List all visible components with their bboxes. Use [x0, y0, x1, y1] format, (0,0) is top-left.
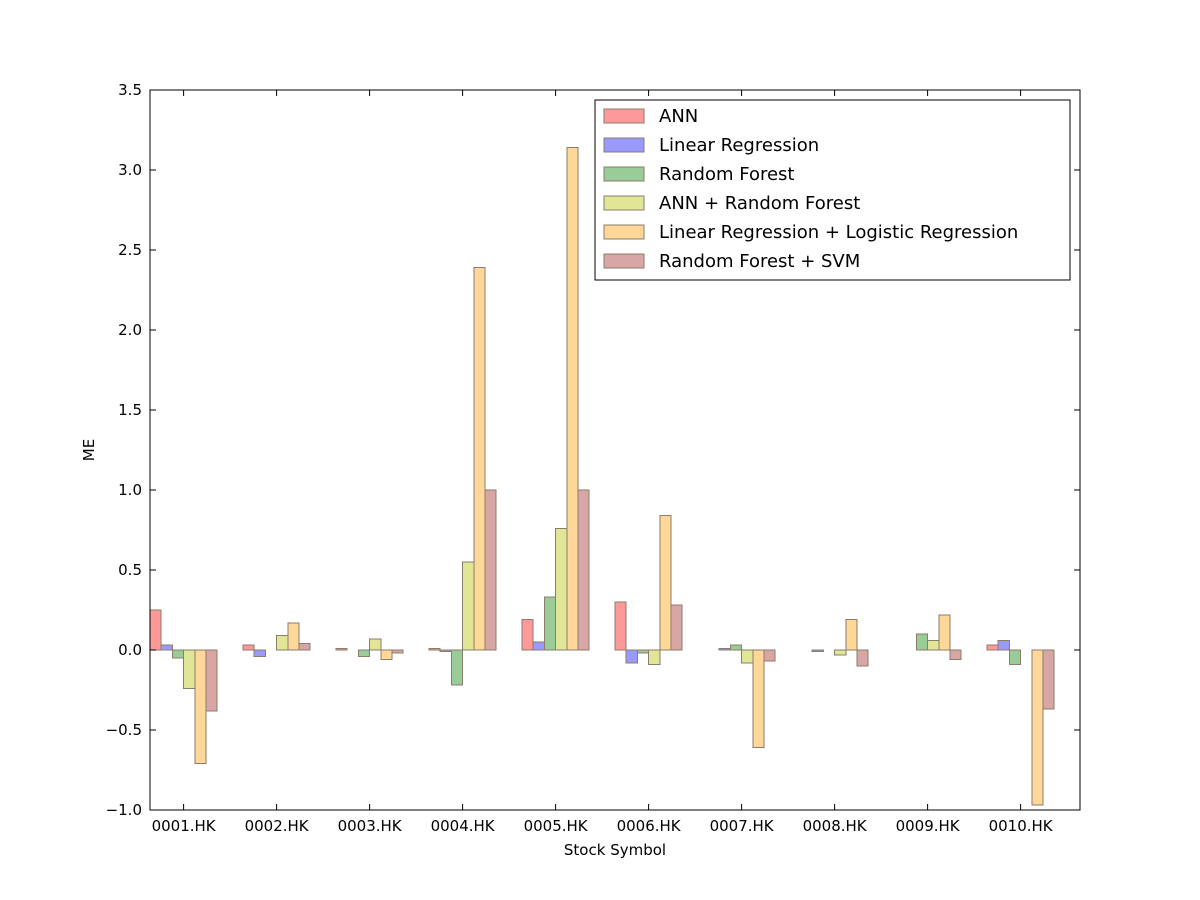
legend-swatch [603, 224, 645, 240]
bar-5-0007.HK [752, 649, 765, 749]
legend-swatch [603, 195, 645, 211]
bar-4-0004.HK [462, 561, 475, 651]
x-tick-label: 0006.HK [617, 817, 682, 835]
bar-5-0001.HK [194, 649, 207, 765]
legend-swatch [603, 253, 645, 269]
legend-label: Linear Regression + Logistic Regression [659, 222, 1018, 243]
bar-1-0006.HK [614, 601, 627, 651]
x-tick-label: 0007.HK [710, 817, 775, 835]
bar-6-0002.HK [298, 643, 311, 651]
bar-2-0008.HK [811, 649, 824, 653]
bar-4-0001.HK [183, 649, 196, 689]
legend-swatch [603, 137, 645, 153]
bar-5-0005.HK [566, 147, 579, 651]
bar-5-0008.HK [845, 619, 858, 651]
y-tick-label: 0.0 [118, 641, 142, 659]
bar-5-0002.HK [287, 622, 300, 651]
y-tick-label: −1.0 [106, 801, 142, 819]
bar-3-0010.HK [1008, 649, 1022, 665]
y-tick-label: 2.5 [118, 241, 142, 259]
bar-4-0009.HK [927, 639, 940, 651]
x-axis: 0001.HK 0002.HK 0003.HK 0004.HK 0005.HK 0006.… [152, 90, 1054, 835]
bar-1-0003.HK [335, 647, 348, 651]
y-axis: −1.0 −0.5 0.0 0.5 1.0 1.5 2.0 2.5 3.0 3.5 [106, 81, 1080, 819]
bars-layer [149, 147, 1055, 806]
bar-6-0009.HK [949, 649, 962, 661]
y-tick-label: 2.0 [118, 321, 142, 339]
legend-box [594, 99, 1071, 281]
bar-3-0005.HK [543, 596, 557, 651]
y-tick-label: 3.5 [118, 81, 142, 99]
legend-label: ANN + Random Forest [659, 193, 860, 214]
bar-6-0008.HK [856, 649, 869, 667]
y-tick-label: 0.5 [118, 561, 142, 579]
x-tick-label: 0003.HK [338, 817, 403, 835]
plot-frame [149, 89, 1081, 811]
legend-label: Linear Regression [659, 135, 819, 156]
bar-2-0006.HK [625, 649, 638, 664]
x-tick-label: 0001.HK [152, 817, 217, 835]
bar-5-0010.HK [1031, 649, 1044, 806]
bar-2-0004.HK [439, 649, 452, 653]
legend: ANN Linear Regression Random Forest ANN + R… [594, 99, 1071, 281]
bar-2-0010.HK [997, 639, 1010, 651]
legend-swatch [603, 166, 645, 182]
bar-4-0008.HK [834, 649, 847, 656]
x-axis-label: Stock Symbol [564, 841, 666, 859]
bar-4-0006.HK [648, 649, 661, 665]
y-tick-label: 1.5 [118, 401, 142, 419]
x-tick-label: 0002.HK [245, 817, 310, 835]
bar-5-0004.HK [473, 267, 486, 651]
bar-2-0005.HK [532, 641, 545, 651]
bar-3-0001.HK [171, 649, 185, 659]
bar-6-0001.HK [205, 649, 218, 712]
bar-1-0005.HK [521, 619, 534, 651]
bar-1-0001.HK [149, 609, 162, 651]
bar-2-0002.HK [253, 649, 266, 657]
y-tick-label: −0.5 [106, 721, 142, 739]
bar-3-0006.HK [636, 649, 650, 654]
bar-3-0007.HK [729, 644, 743, 651]
bar-5-0009.HK [938, 614, 951, 651]
bar-6-0007.HK [763, 649, 776, 662]
bar-6-0005.HK [577, 489, 590, 651]
legend-label: ANN [659, 106, 698, 127]
bar-1-0002.HK [242, 644, 255, 651]
x-tick-label: 0009.HK [896, 817, 961, 835]
bar-3-0004.HK [450, 649, 464, 686]
bar-2-0001.HK [160, 644, 173, 651]
bar-6-0010.HK [1042, 649, 1055, 710]
bar-1-0010.HK [986, 644, 999, 651]
bar-1-0004.HK [428, 647, 441, 651]
bar-6-0006.HK [670, 604, 683, 651]
bar-4-0002.HK [276, 635, 289, 651]
bar-5-0006.HK [659, 515, 672, 651]
bar-2-0007.HK [718, 647, 731, 651]
x-tick-label: 0010.HK [989, 817, 1054, 835]
y-tick-label: 1.0 [118, 481, 142, 499]
bar-6-0003.HK [391, 649, 404, 654]
legend-label: Random Forest + SVM [659, 251, 860, 272]
bar-4-0003.HK [369, 638, 382, 651]
bar-4-0005.HK [555, 527, 568, 651]
bar-5-0003.HK [380, 649, 393, 661]
bar-6-0004.HK [484, 489, 497, 651]
x-tick-label: 0005.HK [524, 817, 589, 835]
bar-4-0007.HK [741, 649, 754, 664]
legend-swatch [603, 108, 645, 124]
bar-3-0009.HK [915, 633, 929, 651]
y-tick-label: 3.0 [118, 161, 142, 179]
x-tick-label: 0008.HK [803, 817, 868, 835]
x-tick-label: 0004.HK [431, 817, 496, 835]
y-axis-label: ME [80, 439, 98, 461]
bar-3-0003.HK [357, 649, 371, 657]
legend-label: Random Forest [659, 164, 794, 185]
